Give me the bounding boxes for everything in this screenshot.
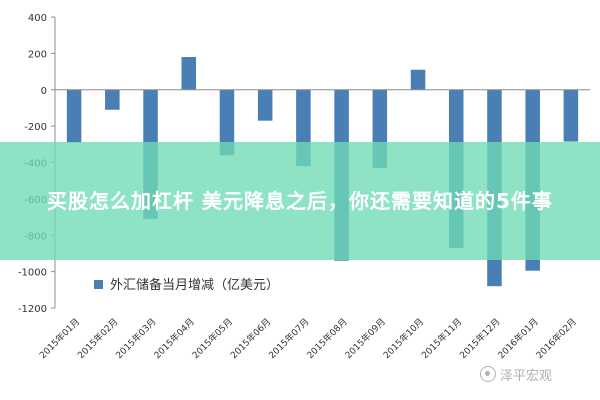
bar [219,89,235,156]
y-tick-label: 400 [28,13,47,24]
bar [410,69,426,90]
legend-label: 外汇储备当月增减（亿美元） [110,277,279,293]
bar [181,57,197,90]
bar [563,89,579,142]
banner-title: 买股怎么加杠杆 美元降息之后，你还需要知道的5件事 [47,189,553,213]
y-tick-label: 200 [28,49,47,60]
watermark: 泽平宏观 [480,362,552,386]
title-banner: 买股怎么加杠杆 美元降息之后，你还需要知道的5件事 [0,142,600,260]
bar [66,89,82,143]
watermark-text: 泽平宏观 [500,368,553,384]
y-tick-label: -200 [24,122,47,133]
wechat-logo-icon [480,366,496,382]
y-tick-label: -1200 [18,304,47,315]
y-tick-label: -1000 [18,268,47,279]
x-tick-label: 2016年02月 [534,316,580,362]
y-tick-label: 0 [41,86,47,97]
bar [257,89,273,121]
legend-swatch [94,280,103,289]
bar [105,89,120,110]
